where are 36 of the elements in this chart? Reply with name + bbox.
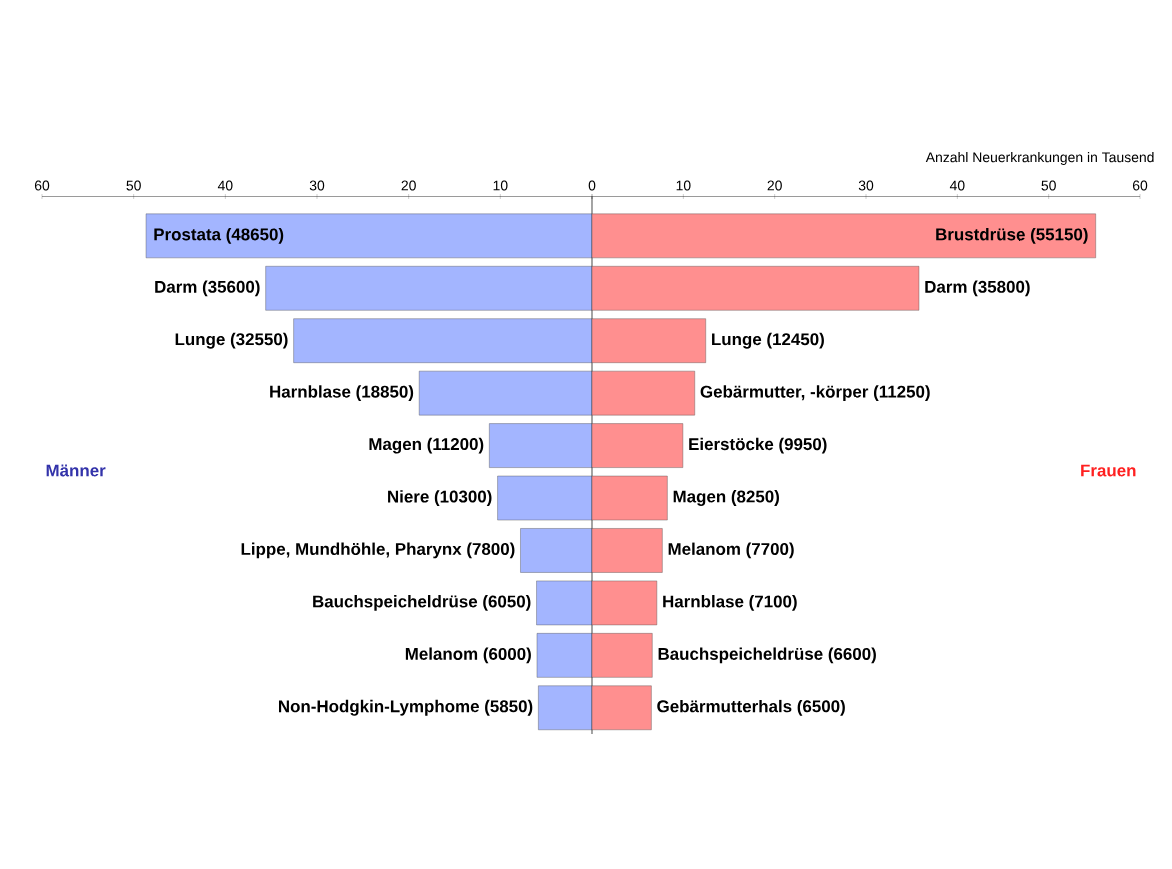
y-tick-label: Darm (35800) [925, 280, 1030, 297]
x-tick-label: 20 [767, 180, 782, 191]
y-tick-label: Bauchspeicheldrüse (6050) [313, 595, 531, 611]
y-tick-label: Eierstöcke (9950) [689, 437, 827, 454]
y-tick-label: Gebärmutterhals (6500) [657, 699, 845, 716]
x-tick-label: 60 [34, 180, 50, 191]
y-tick-label: Non-Hodgkin-Lymphome (5850) [278, 699, 533, 716]
y-tick-label: Gebärmutter, -körper (11250) [700, 385, 930, 402]
y-tick-label: Lunge (32550) [175, 332, 288, 349]
x-tick-label: 40 [217, 180, 233, 191]
x-tick-label: 20 [401, 180, 416, 191]
x-tick-label: 50 [1041, 180, 1056, 191]
y-tick-label: Bauchspeicheldrüse (6600) [658, 647, 876, 664]
x-tick-label: 30 [858, 180, 874, 191]
x-tick-label: 0 [588, 180, 596, 191]
y-tick-label: Darm (35600) [155, 280, 260, 297]
text: Frauen [1081, 464, 1136, 477]
x-tick-label: 40 [949, 180, 965, 191]
y-tick-label: Harnblase (18850) [270, 385, 414, 402]
y-tick-label: Magen (8250) [673, 490, 779, 506]
y-tick-label: Melanom (7700) [668, 542, 794, 559]
x-axis-title: Anzahl Neuerkrankungen in Tausend [925, 151, 1154, 165]
y-tick-label: Lunge (12450) [712, 332, 824, 349]
x-tick-label: 30 [309, 180, 325, 191]
x-tick-label: 10 [676, 180, 691, 191]
text: Männer [46, 464, 106, 477]
y-tick-label: Prostata (48650) [154, 227, 284, 244]
x-tick-label: 10 [493, 180, 508, 191]
y-tick-label: Melanom (6000) [405, 647, 531, 664]
y-tick-label: Magen (11200) [369, 437, 484, 454]
x-tick-label: 60 [1132, 180, 1148, 191]
y-tick-label: Brustdrüse (55150) [936, 227, 1088, 244]
x-tick-label: 50 [126, 180, 141, 191]
y-tick-label: Harnblase (7100) [663, 595, 797, 611]
y-tick-label: Lippe, Mundhöhle, Pharynx (7800) [241, 542, 515, 559]
y-tick-label: Niere (10300) [388, 490, 492, 506]
